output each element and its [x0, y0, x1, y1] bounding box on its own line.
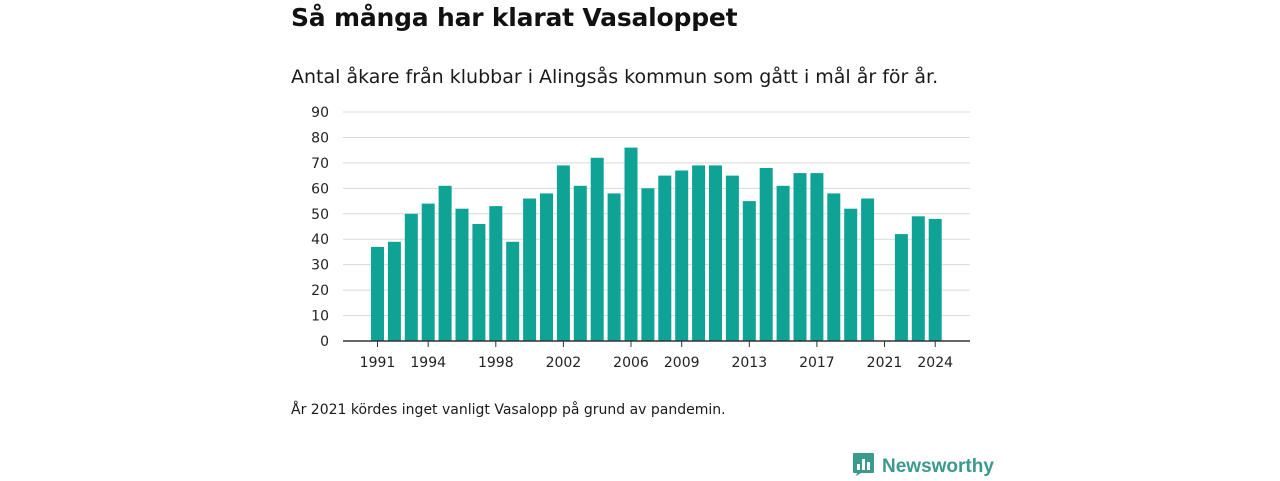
bar-2010 — [692, 165, 706, 341]
bar-1998 — [489, 206, 503, 341]
bars — [371, 147, 942, 341]
bar-1992 — [387, 241, 401, 341]
y-tick-label: 90 — [311, 105, 329, 121]
bar-2013 — [742, 201, 756, 341]
y-tick-label: 80 — [311, 130, 329, 146]
x-tick-label: 2024 — [917, 355, 953, 371]
bar-1991 — [371, 246, 384, 341]
bar-2019 — [844, 208, 858, 341]
bar-2018 — [827, 193, 841, 341]
bar-1996 — [455, 208, 469, 341]
y-tick-label: 50 — [311, 207, 329, 223]
bar-2017 — [810, 173, 824, 341]
bar-2020 — [861, 198, 875, 341]
bar-2011 — [709, 165, 722, 341]
y-tick-label: 40 — [311, 232, 329, 248]
bar-2006 — [624, 147, 638, 341]
x-tick-label: 1998 — [478, 355, 514, 371]
y-tick-label: 30 — [311, 258, 329, 274]
bar-2002 — [556, 165, 570, 341]
x-tick-label: 1994 — [410, 355, 446, 371]
x-axis-ticks: 1991 1994 1998 2002 2006 2009 2013 2017 2021 2024 — [360, 341, 953, 371]
y-tick-label: 20 — [311, 283, 329, 299]
bar-1994 — [421, 203, 435, 341]
y-axis-ticks: 0 10 20 30 40 50 60 70 80 90 — [311, 105, 329, 350]
newsworthy-logo-icon — [852, 452, 875, 481]
bar-1999 — [506, 241, 520, 341]
x-tick-label: 2013 — [731, 355, 767, 371]
bar-2004 — [590, 157, 604, 341]
bar-2012 — [725, 175, 739, 341]
x-tick-label: 1991 — [360, 355, 396, 371]
y-tick-label: 0 — [320, 334, 329, 350]
bar-2009 — [675, 170, 689, 341]
bar-2003 — [573, 185, 587, 341]
bar-2007 — [641, 188, 655, 341]
bar-2016 — [793, 173, 807, 341]
bar-2022 — [894, 234, 908, 341]
gridlines — [343, 111, 970, 317]
y-tick-label: 10 — [311, 309, 329, 325]
bar-1995 — [438, 185, 452, 341]
x-tick-label: 2006 — [613, 355, 649, 371]
bar-1997 — [472, 224, 486, 341]
y-tick-label: 70 — [311, 156, 329, 172]
x-tick-label: 2021 — [867, 355, 903, 371]
x-tick-label: 2017 — [799, 355, 835, 371]
chart-subtitle: Antal åkare från klubbar i Alingsås komm… — [291, 66, 939, 88]
bar-2005 — [607, 193, 621, 341]
bar-2001 — [540, 193, 553, 341]
x-tick-label: 2002 — [546, 355, 582, 371]
footnote: År 2021 kördes inget vanligt Vasalopp på… — [291, 402, 726, 418]
bar-2014 — [759, 168, 773, 341]
bar-1993 — [404, 213, 418, 341]
x-tick-label: 2009 — [664, 355, 700, 371]
y-tick-label: 60 — [311, 181, 329, 197]
bar-2000 — [523, 198, 537, 341]
brand-logo: Newsworthy — [852, 452, 994, 481]
chart-title: Så många har klarat Vasaloppet — [291, 3, 738, 32]
brand-name: Newsworthy — [882, 455, 994, 477]
bar-2015 — [776, 185, 790, 341]
bar-2024 — [928, 218, 942, 341]
bar-2023 — [911, 216, 925, 341]
bar-2008 — [658, 175, 672, 341]
